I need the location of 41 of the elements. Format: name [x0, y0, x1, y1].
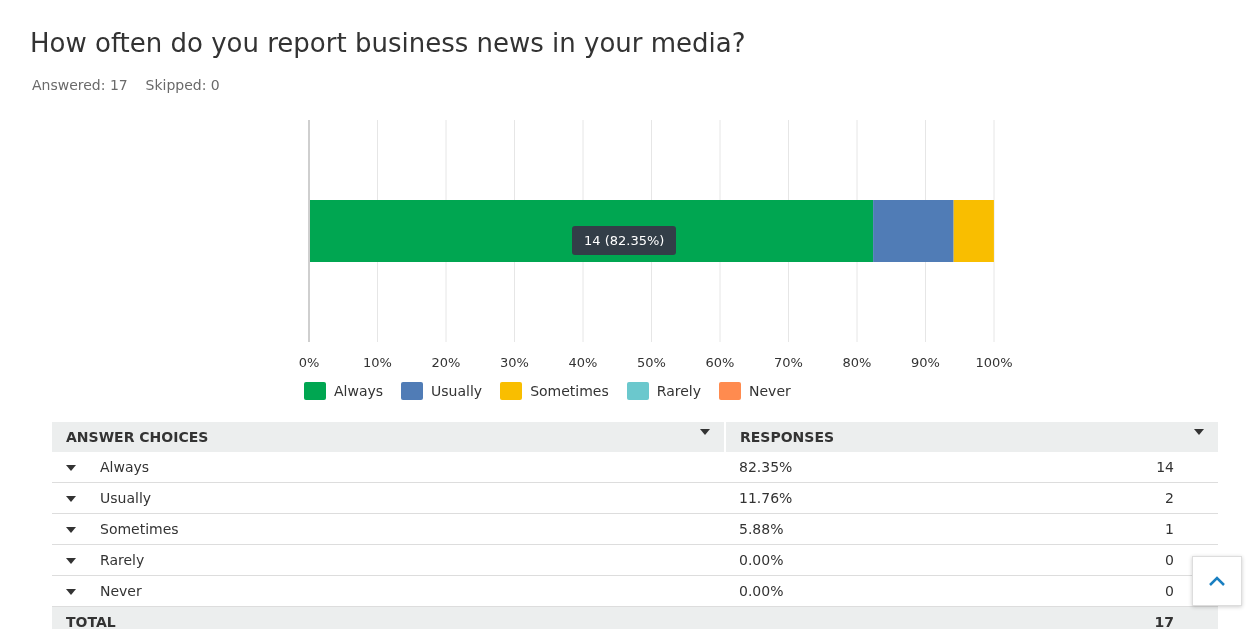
x-tick-label: 90% — [911, 355, 940, 371]
text: Never — [100, 583, 142, 599]
text: 14 — [977, 452, 1218, 483]
x-tick-label: 10% — [363, 355, 392, 371]
x-tick-label: 80% — [842, 355, 872, 371]
text: 17 — [1153, 613, 1175, 629]
x-tick-label: 30% — [500, 355, 529, 371]
text: 0 — [977, 575, 1218, 607]
legend-label: Always — [334, 383, 384, 399]
text: 0.00% — [725, 575, 978, 607]
legend-label: Usually — [431, 383, 483, 399]
legend-label: Sometimes — [530, 383, 609, 399]
chart-title: How often do you report business news in your media? — [30, 28, 746, 58]
text: Answered: 17 Skipped: 0 — [32, 77, 220, 93]
text: Rarely — [100, 552, 145, 568]
text: RESPONSES — [740, 429, 835, 445]
text: 2 — [977, 482, 1218, 514]
text: 0.00% — [725, 544, 978, 576]
bar — [953, 199, 994, 262]
text: 0 — [977, 544, 1218, 576]
legend-label: Never — [749, 383, 791, 399]
x-tick-label: 70% — [774, 355, 803, 371]
text: Always — [100, 459, 150, 475]
x-tick-label: 0% — [298, 355, 320, 371]
text: Sometimes — [100, 521, 179, 537]
text: 1 — [977, 513, 1218, 545]
x-tick-label: 50% — [637, 355, 666, 371]
x-tick-label: 100% — [975, 355, 1013, 371]
annotation: 14 (82.35%) — [572, 226, 677, 255]
x-tick-label: 40% — [568, 355, 598, 371]
text: Usually — [100, 490, 152, 506]
bar — [873, 199, 954, 262]
text: 82.35% — [725, 452, 978, 483]
x-tick-label: 20% — [431, 355, 461, 371]
legend-label: Rarely — [656, 383, 702, 399]
text: TOTAL — [65, 613, 117, 629]
text: 11.76% — [725, 482, 978, 514]
bar — [309, 199, 874, 262]
text: 5.88% — [725, 513, 978, 545]
x-tick-label: 60% — [705, 355, 735, 371]
text: ANSWER CHOICES — [66, 429, 209, 445]
